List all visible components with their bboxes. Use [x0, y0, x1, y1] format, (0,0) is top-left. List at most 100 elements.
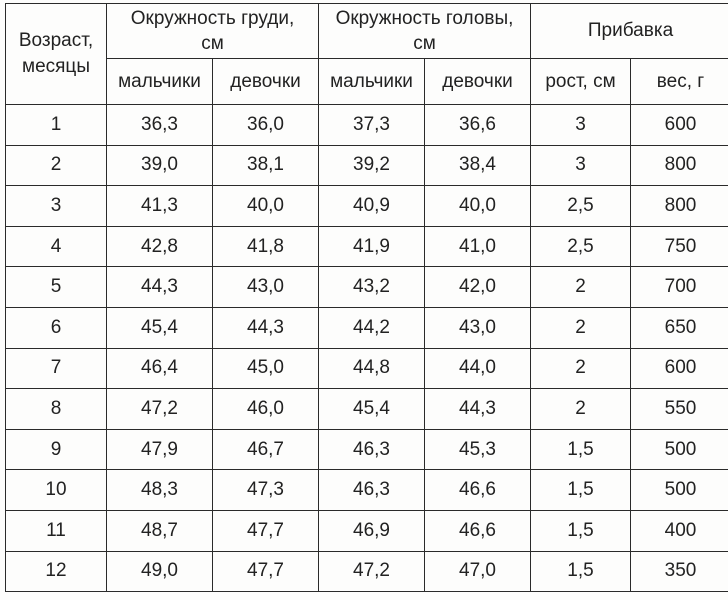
chest-header: Окружность груди, см — [105, 3, 320, 59]
head-boys-cell: 40,9 — [318, 185, 426, 227]
chest-boys-cell: 47,2 — [106, 388, 213, 430]
chest-girls-cell: 47,7 — [211, 550, 320, 593]
chest-boys-cell: 49,0 — [106, 550, 213, 593]
chest-girls-cell: 36,0 — [211, 104, 320, 146]
chest-boys-cell: 48,7 — [106, 509, 213, 552]
table-row: 12 49,0 47,7 47,2 47,0 1,5 350 — [5, 550, 728, 593]
weight-gain-cell: 600 — [630, 104, 728, 146]
head-boys-cell: 41,9 — [318, 225, 426, 268]
head-boys-cell: 45,4 — [318, 388, 426, 430]
head-girls-cell: 47,0 — [424, 550, 532, 593]
chest-girls-cell: 38,1 — [211, 144, 320, 187]
gain-header: Прибавка — [530, 3, 728, 59]
table-row: 4 42,8 41,8 41,9 41,0 2,5 750 — [5, 225, 728, 268]
age-cell: 6 — [5, 306, 107, 349]
chest-girls-cell: 45,0 — [211, 347, 320, 390]
age-cell: 12 — [5, 550, 107, 593]
table-row: 2 39,0 38,1 39,2 38,4 3 800 — [5, 144, 728, 187]
age-cell: 3 — [5, 185, 107, 227]
chest-header-line2: см — [201, 33, 224, 54]
head-boys-cell: 47,2 — [318, 550, 426, 593]
height-gain-cell: 3 — [530, 104, 632, 146]
chest-boys-cell: 44,3 — [106, 266, 213, 308]
head-boys-cell: 37,3 — [318, 104, 426, 146]
weight-gain-cell: 800 — [630, 144, 728, 187]
chest-girls-cell: 40,0 — [211, 185, 320, 227]
growth-table: Возраст, месяцы Окружность груди, см Окр… — [5, 3, 728, 593]
head-girls-cell: 45,3 — [424, 428, 532, 471]
age-cell: 10 — [5, 469, 107, 511]
head-boys-cell: 46,9 — [318, 509, 426, 552]
height-gain-cell: 2 — [530, 388, 632, 430]
weight-gain-header: вес, г — [630, 58, 728, 105]
weight-gain-cell: 650 — [630, 306, 728, 349]
weight-gain-cell: 700 — [630, 266, 728, 308]
height-gain-cell: 1,5 — [530, 428, 632, 471]
age-cell: 2 — [5, 144, 107, 187]
weight-gain-cell: 800 — [630, 185, 728, 227]
table-row: 5 44,3 43,0 43,2 42,0 2 700 — [5, 266, 728, 308]
table-header: Возраст, месяцы Окружность груди, см Окр… — [5, 3, 728, 105]
height-gain-cell: 1,5 — [530, 550, 632, 593]
age-cell: 9 — [5, 428, 107, 471]
chest-girls-cell: 46,0 — [211, 388, 320, 430]
head-boys-cell: 46,3 — [318, 428, 426, 471]
age-cell: 5 — [5, 266, 107, 308]
table-row: 9 47,9 46,7 46,3 45,3 1,5 500 — [5, 428, 728, 471]
age-cell: 11 — [5, 509, 107, 552]
height-gain-cell: 1,5 — [530, 509, 632, 552]
chest-boys-cell: 41,3 — [106, 185, 213, 227]
chest-girls-cell: 44,3 — [211, 306, 320, 349]
chest-girls-cell: 41,8 — [211, 225, 320, 268]
head-girls-header: девочки — [424, 58, 532, 105]
weight-gain-cell: 600 — [630, 347, 728, 390]
table-row: 6 45,4 44,3 44,2 43,0 2 650 — [5, 306, 728, 349]
height-gain-cell: 1,5 — [530, 469, 632, 511]
table-row: 8 47,2 46,0 45,4 44,3 2 550 — [5, 388, 728, 430]
table-row: 1 36,3 36,0 37,3 36,6 3 600 — [5, 104, 728, 146]
age-cell: 7 — [5, 347, 107, 390]
head-boys-cell: 39,2 — [318, 144, 426, 187]
header-row-top: Возраст, месяцы Окружность груди, см Окр… — [5, 3, 728, 105]
table-row: 3 41,3 40,0 40,9 40,0 2,5 800 — [5, 185, 728, 227]
head-girls-cell: 36,6 — [424, 104, 532, 146]
head-header-line2: см — [413, 33, 436, 54]
height-gain-cell: 2,5 — [530, 225, 632, 268]
height-gain-cell: 2 — [530, 347, 632, 390]
chest-girls-header: девочки — [211, 58, 320, 105]
chest-boys-cell: 39,0 — [106, 144, 213, 187]
head-girls-cell: 43,0 — [424, 306, 532, 349]
weight-gain-cell: 350 — [630, 550, 728, 593]
age-header-line2: месяцы — [22, 56, 90, 77]
weight-gain-cell: 400 — [630, 509, 728, 552]
chest-boys-cell: 46,4 — [106, 347, 213, 390]
weight-gain-cell: 550 — [630, 388, 728, 430]
chest-boys-cell: 42,8 — [106, 225, 213, 268]
chest-boys-cell: 36,3 — [106, 104, 213, 146]
head-boys-cell: 44,2 — [318, 306, 426, 349]
height-gain-cell: 3 — [530, 144, 632, 187]
head-girls-cell: 42,0 — [424, 266, 532, 308]
chest-girls-cell: 47,7 — [211, 509, 320, 552]
chest-girls-cell: 46,7 — [211, 428, 320, 471]
weight-gain-cell: 500 — [630, 469, 728, 511]
head-girls-cell: 41,0 — [424, 225, 532, 268]
head-boys-cell: 46,3 — [318, 469, 426, 511]
age-cell: 1 — [5, 104, 107, 146]
age-cell: 4 — [5, 225, 107, 268]
head-girls-cell: 46,6 — [424, 469, 532, 511]
head-girls-cell: 40,0 — [424, 185, 532, 227]
chest-boys-cell: 48,3 — [106, 469, 213, 511]
age-header: Возраст, месяцы — [5, 3, 107, 105]
table-body: 1 36,3 36,0 37,3 36,6 3 600 2 39,0 38,1 … — [5, 104, 728, 593]
weight-gain-cell: 500 — [630, 428, 728, 471]
head-girls-cell: 46,6 — [424, 509, 532, 552]
weight-gain-cell: 750 — [630, 225, 728, 268]
chest-boys-cell: 45,4 — [106, 306, 213, 349]
table-row: 10 48,3 47,3 46,3 46,6 1,5 500 — [5, 469, 728, 511]
age-header-line1: Возраст, — [18, 30, 94, 51]
header-row-sub: мальчики девочки мальчики девочки рост, … — [6, 58, 728, 105]
head-boys-header: мальчики — [318, 58, 426, 105]
head-girls-cell: 38,4 — [424, 144, 532, 187]
height-gain-cell: 2,5 — [530, 185, 632, 227]
